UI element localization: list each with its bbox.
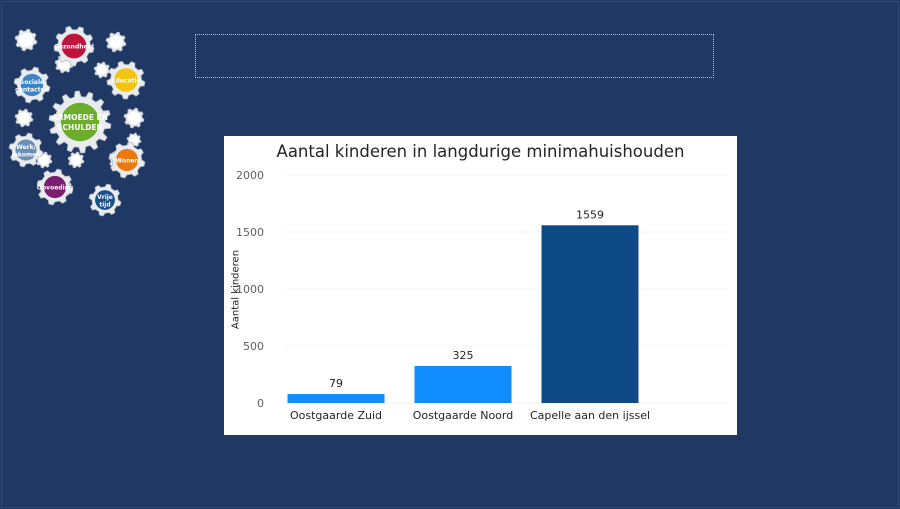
gear-label: Gezondheid bbox=[54, 44, 94, 51]
central-gear-icon-center bbox=[60, 102, 100, 142]
bar-chart-panel[interactable]: Aantal kinderen in langdurige minimahuis… bbox=[224, 136, 737, 435]
category-gear-icon-center bbox=[114, 68, 138, 92]
small-gear-icon-center bbox=[71, 155, 81, 165]
x-tick-label: Capelle aan den ijssel bbox=[530, 409, 650, 422]
central-gear-label: SCHULDEN bbox=[57, 123, 103, 132]
bar bbox=[541, 225, 639, 403]
gear-label: Werk/ bbox=[16, 144, 36, 151]
gear-label: Wonen bbox=[115, 158, 138, 165]
y-tick-label: 0 bbox=[257, 397, 264, 410]
gear-label: Vrije bbox=[97, 194, 113, 201]
chart-title: Aantal kinderen in langdurige minimahuis… bbox=[276, 142, 685, 161]
category-gear-icon-center bbox=[20, 73, 44, 97]
category-gear-icon-center bbox=[115, 148, 139, 172]
category-gear-icon-center bbox=[15, 139, 37, 161]
empty-textbox[interactable] bbox=[195, 34, 714, 78]
small-gear-icon-center bbox=[109, 35, 123, 49]
data-label: 325 bbox=[453, 349, 474, 362]
gear-label: Educatie bbox=[111, 78, 140, 85]
small-gear-icon-center bbox=[127, 111, 141, 125]
y-tick-label: 1000 bbox=[236, 283, 264, 296]
gear-label: tijd bbox=[99, 202, 110, 209]
y-tick-label: 500 bbox=[243, 340, 264, 353]
gear-label: contacten bbox=[15, 87, 49, 94]
small-gear-icon-center bbox=[18, 112, 30, 124]
small-gear-icon-center bbox=[39, 155, 49, 165]
gear-label: Opvoeding bbox=[37, 185, 73, 192]
bar bbox=[287, 393, 385, 403]
central-gear-label: ARMOEDE EN bbox=[52, 113, 108, 122]
x-tick-label: Oostgaarde Zuid bbox=[290, 409, 382, 422]
data-label: 1559 bbox=[576, 208, 604, 221]
chart-plot: 0 500 1000 1500 2000 79 Oostgaarde Zuid 325 Oost… bbox=[236, 169, 729, 422]
bar bbox=[414, 365, 512, 403]
category-gear-icon-center bbox=[95, 190, 115, 210]
gear-label: inkomen bbox=[12, 152, 41, 159]
y-tick-label: 1500 bbox=[236, 226, 264, 239]
y-tick-label: 2000 bbox=[236, 169, 264, 182]
small-gear-icon-center bbox=[97, 65, 107, 75]
category-gear-icon-center bbox=[61, 33, 87, 59]
small-gear-icon-center bbox=[129, 135, 139, 145]
data-label: 79 bbox=[329, 377, 343, 390]
x-tick-label: Oostgaarde Noord bbox=[413, 409, 513, 422]
small-gear-icon-center bbox=[19, 33, 33, 47]
category-gear-icon-center bbox=[43, 175, 67, 199]
gear-label: Sociale bbox=[20, 79, 44, 86]
